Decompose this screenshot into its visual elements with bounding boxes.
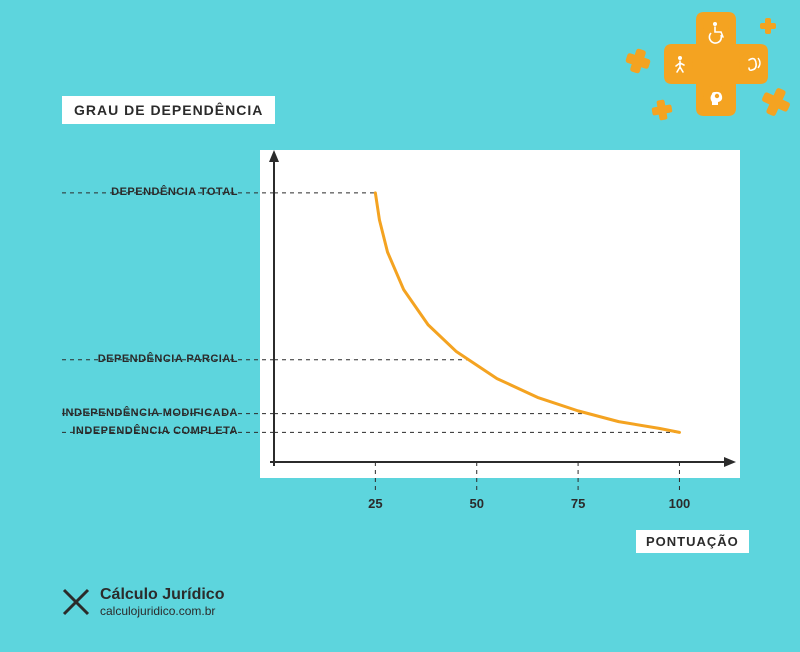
y-axis-level-label: DEPENDÊNCIA TOTAL [0,186,242,198]
x-axis-tick-label: 25 [368,496,382,511]
x-axis-tick-label: 50 [469,496,483,511]
wheelchair-icon [703,17,729,43]
brain-icon [703,85,729,111]
y-axis-level-label: INDEPENDÊNCIA COMPLETA [0,425,242,437]
brand-footer: Cálculo Jurídico calculojuridico.com.br [62,586,224,618]
x-axis-tick-label: 75 [571,496,585,511]
x-axis-tick-label: 100 [669,496,691,511]
brand-name: Cálculo Jurídico [100,586,224,604]
hearing-aid-icon [739,51,765,77]
y-axis-level-label: DEPENDÊNCIA PARCIAL [0,353,242,365]
brand-url: calculojuridico.com.br [100,604,224,618]
y-axis-level-label: INDEPENDÊNCIA MODIFICADA [0,407,242,419]
brand-logo-icon [62,588,90,616]
accessibility-icons-cluster [618,6,794,126]
walking-person-icon [667,51,693,77]
infographic-canvas: GRAU DE DEPENDÊNCIA PONTUAÇÃO DEPENDÊNCI… [0,0,800,652]
